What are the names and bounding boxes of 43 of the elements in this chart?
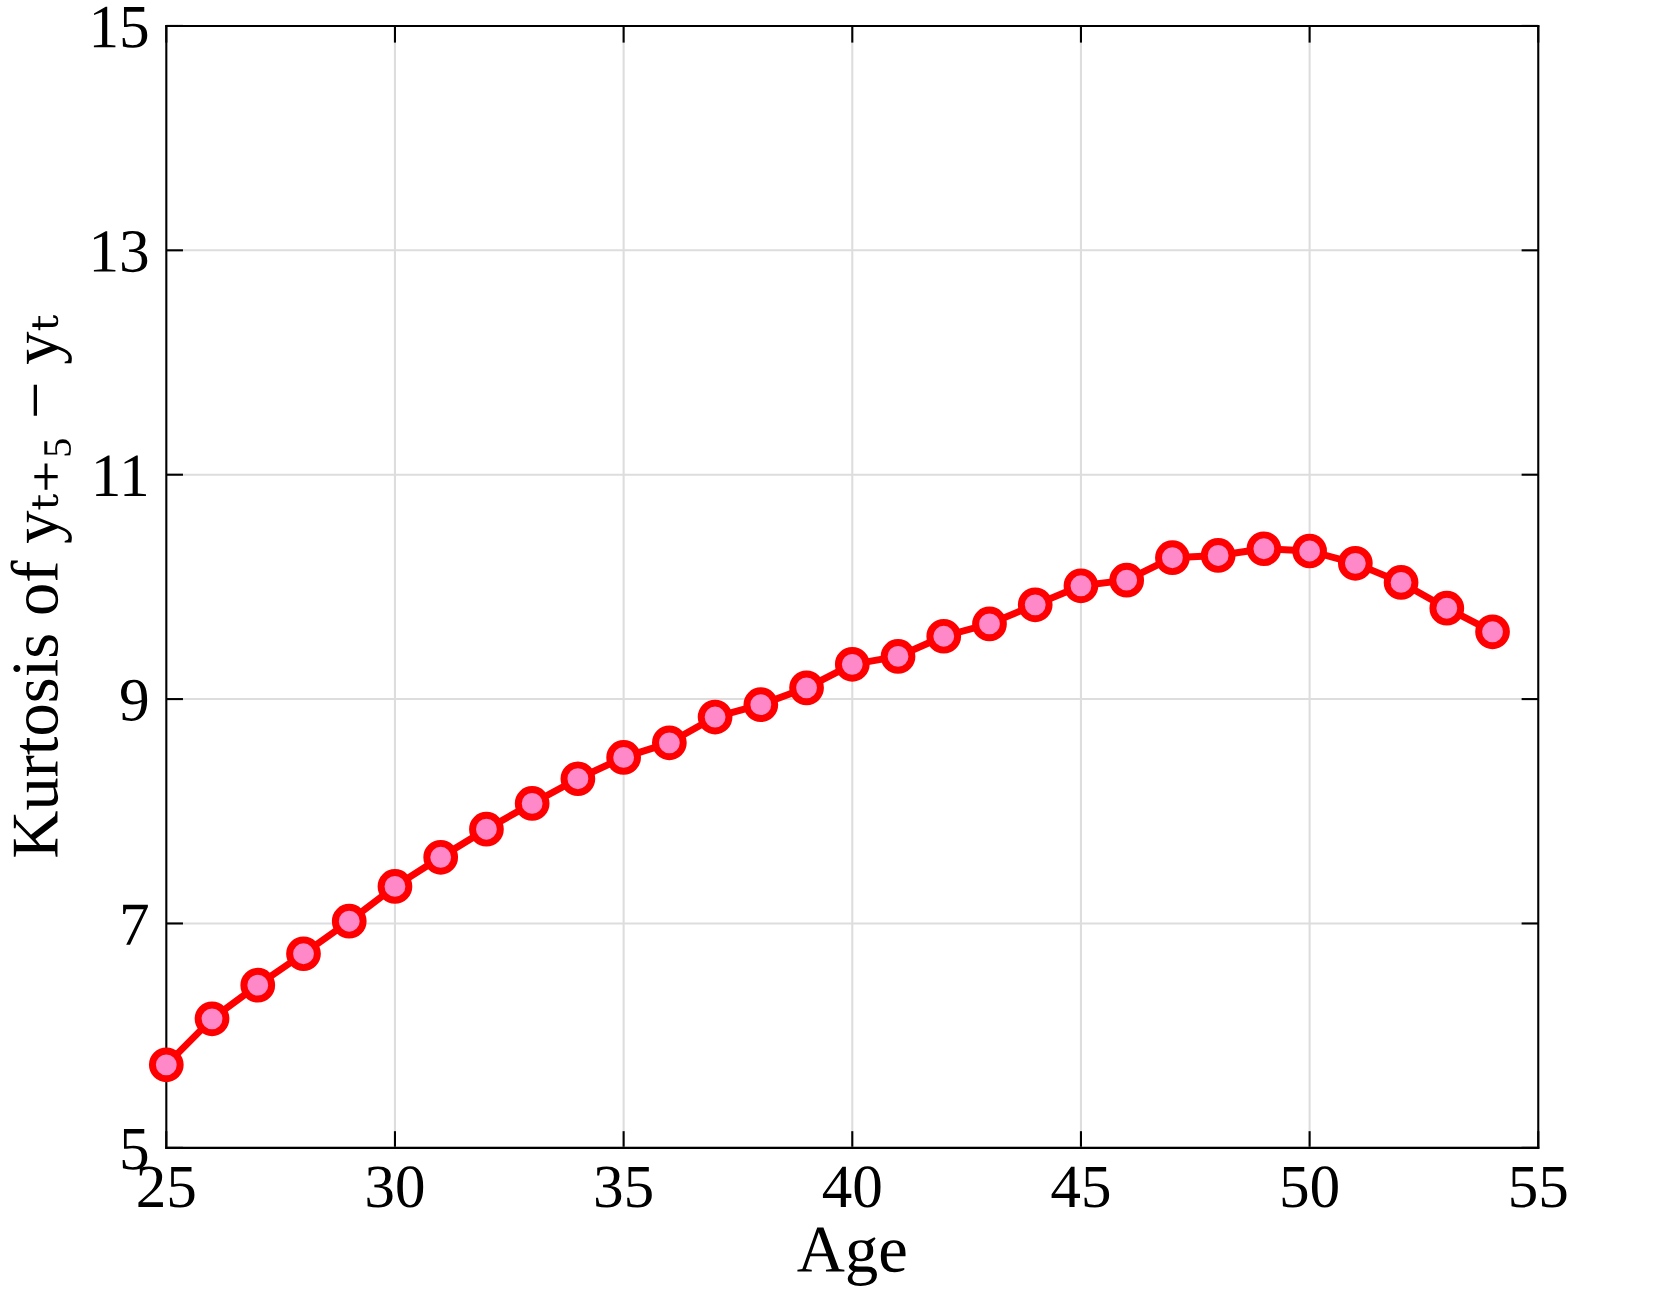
x-axis-title: Age — [797, 1227, 906, 1286]
point — [1292, 533, 1327, 569]
point — [1109, 562, 1145, 598]
point — [469, 811, 504, 847]
y-tick-label: 9 — [121, 679, 148, 721]
point — [423, 839, 459, 875]
point — [697, 699, 733, 735]
x-tick-label: 55 — [1511, 1166, 1567, 1208]
point — [240, 967, 276, 1003]
x-tick-label: 50 — [1282, 1166, 1338, 1208]
y-axis-title: Kurtosis of yₜ₊₅ − yₜ — [10, 314, 72, 857]
point — [560, 761, 596, 797]
point — [1200, 538, 1236, 573]
point — [652, 725, 687, 761]
point — [926, 618, 962, 654]
point — [377, 869, 413, 904]
point — [1246, 531, 1282, 567]
point — [194, 1001, 230, 1037]
point — [1429, 590, 1465, 626]
y-tick-label: 13 — [93, 231, 148, 273]
point — [1063, 568, 1099, 604]
x-tick-label: 35 — [595, 1166, 652, 1208]
point — [880, 639, 916, 674]
point — [789, 670, 824, 706]
point — [1337, 545, 1373, 581]
point — [514, 786, 550, 821]
x-tick-label: 30 — [367, 1166, 424, 1208]
point — [1155, 540, 1190, 576]
x-tick-label: 40 — [822, 1166, 881, 1208]
point — [1383, 565, 1419, 600]
y-tick-label: 15 — [93, 6, 148, 48]
point — [1475, 614, 1510, 650]
point — [331, 903, 367, 939]
point — [286, 936, 321, 972]
point — [972, 606, 1007, 642]
y-tick-label: 11 — [96, 455, 146, 496]
point — [743, 687, 779, 723]
x-tick-label: 45 — [1051, 1166, 1110, 1208]
point — [606, 740, 641, 775]
point — [148, 1047, 184, 1083]
y-tick-label: 7 — [123, 904, 148, 945]
point — [1017, 587, 1053, 623]
point — [834, 646, 870, 682]
